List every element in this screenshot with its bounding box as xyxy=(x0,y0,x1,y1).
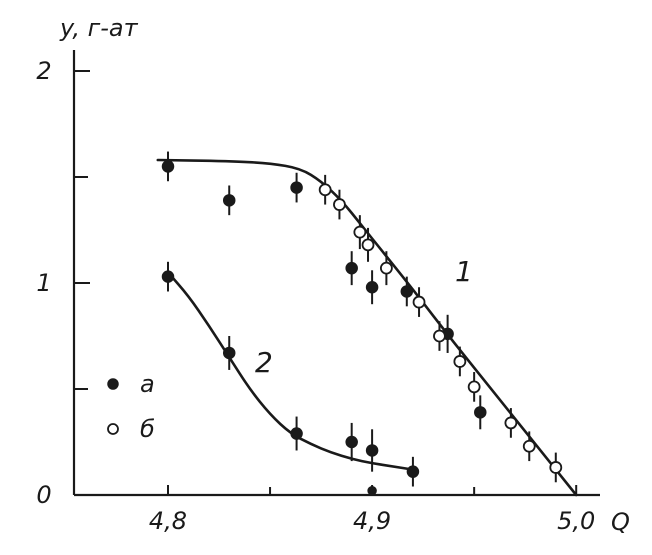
y-axis-label: y, г-ат xyxy=(59,14,139,42)
x-axis-label: Q xyxy=(611,508,630,536)
data-point-open xyxy=(433,329,446,343)
axes xyxy=(72,50,600,497)
data-point-open xyxy=(333,198,346,211)
data-point-open xyxy=(453,355,467,368)
data-point-open xyxy=(549,461,563,474)
data-point-filled xyxy=(406,465,420,478)
data-point-filled xyxy=(345,435,358,449)
data-point-filled xyxy=(290,181,303,194)
data-point-open xyxy=(361,238,375,252)
data-point-filled xyxy=(161,160,175,173)
legend-marker-open xyxy=(107,423,119,435)
data-point-open xyxy=(467,380,481,394)
y-ticks: 0 1 2 xyxy=(36,57,90,509)
legend-marker-filled xyxy=(107,378,119,390)
x-tick-label: 4,9 xyxy=(353,507,391,535)
data-point-filled xyxy=(400,285,414,298)
curve-1 xyxy=(156,158,578,497)
data-point-open xyxy=(504,416,518,430)
data-point-filled xyxy=(365,280,379,294)
x-tick-label: 4,8 xyxy=(149,507,187,535)
fit-curves: 12 xyxy=(156,158,578,497)
data-point-filled xyxy=(345,261,358,275)
data-point-open xyxy=(318,183,332,197)
curve-2 xyxy=(166,271,415,471)
curve-label-2: 2 xyxy=(255,346,273,379)
data-point-open xyxy=(379,261,393,275)
legend-label: б xyxy=(140,415,155,443)
data-point-open xyxy=(353,225,367,239)
y-tick-label: 2 xyxy=(36,57,51,85)
data-point-filled xyxy=(222,346,236,360)
data-point-filled xyxy=(222,194,236,207)
curve-label-1: 1 xyxy=(455,255,473,288)
data-point-filled xyxy=(161,270,175,283)
data-point-filled xyxy=(365,444,379,457)
legend: аб xyxy=(107,370,155,443)
x-ticks: 4,8 4,9 5,0 xyxy=(149,485,595,535)
y-tick-label: 0 xyxy=(36,481,51,509)
legend-label: а xyxy=(140,370,155,398)
y-tick-label: 1 xyxy=(36,269,51,297)
data-point-filled xyxy=(367,486,377,496)
data-point-open xyxy=(522,439,536,453)
data-point-filled xyxy=(474,406,487,419)
data-point-filled xyxy=(290,427,303,440)
x-tick-label: 5,0 xyxy=(557,507,595,535)
data-point-open xyxy=(412,295,426,309)
data-points xyxy=(161,151,563,496)
